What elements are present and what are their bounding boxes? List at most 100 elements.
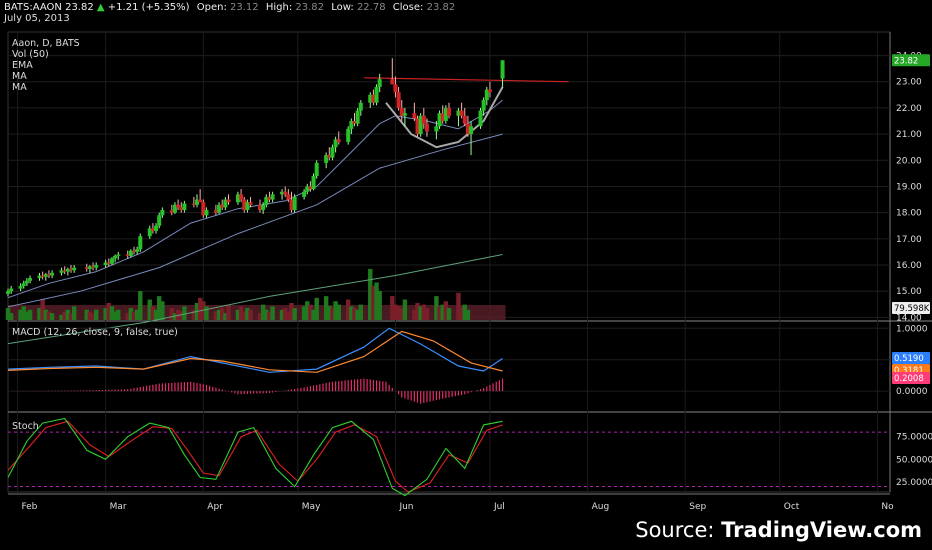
source-prefix: Source: xyxy=(635,518,722,542)
candle-body xyxy=(402,113,407,116)
candle-body xyxy=(481,100,486,111)
candle-body xyxy=(447,107,451,116)
plot-frame xyxy=(7,31,891,493)
candle-body xyxy=(336,139,341,142)
volume-bar xyxy=(440,304,445,320)
change-value: +1.21 (+5.35%) xyxy=(107,2,190,13)
volume-bar xyxy=(197,297,203,320)
candle-body xyxy=(132,250,136,252)
volume-bar xyxy=(223,313,228,320)
candle-body xyxy=(280,191,285,195)
macd-series-line xyxy=(7,330,503,373)
candle-body xyxy=(179,207,184,211)
symbol-label: BATS:AAON xyxy=(4,2,62,13)
open-label: Open: xyxy=(196,2,227,13)
macd-tick-label: 1.0000 xyxy=(896,324,928,334)
volume-bar xyxy=(172,313,178,320)
price-tick-label: 16.00 xyxy=(896,261,922,271)
volume-bar xyxy=(393,304,398,320)
candle-body xyxy=(21,283,26,286)
volume-bar xyxy=(49,313,55,320)
candle-body xyxy=(355,110,360,124)
close-label: Close: xyxy=(392,2,424,13)
close-value: 23.82 xyxy=(426,2,456,13)
candle-body xyxy=(84,267,89,269)
candle-body xyxy=(258,204,262,211)
candle-body xyxy=(154,225,159,231)
candle-body xyxy=(248,202,253,205)
price-tick-label: 19.00 xyxy=(896,182,922,192)
stoch-tick-label: 50.0000 xyxy=(896,455,932,465)
candle-body xyxy=(283,191,288,195)
volume-bar xyxy=(147,299,152,320)
candle-body xyxy=(270,194,275,200)
candle-body xyxy=(469,126,474,135)
candle-body xyxy=(418,115,423,135)
volume-bar xyxy=(330,308,335,320)
volume-bar xyxy=(245,308,250,320)
time-tick-label: Jun xyxy=(398,502,413,512)
ma-mid-line xyxy=(7,133,503,308)
price-tick-label: 15.00 xyxy=(896,287,922,297)
candle-body xyxy=(9,288,14,292)
volume-bar xyxy=(260,304,266,320)
volume-bar xyxy=(358,304,363,320)
price-legend-item: MA xyxy=(12,82,27,93)
volume-bar xyxy=(37,308,42,320)
volume-bar xyxy=(40,299,45,320)
candle-body xyxy=(6,291,10,294)
candle-body xyxy=(352,121,357,124)
volume-bar xyxy=(157,296,162,320)
date-label: July 05, 2013 xyxy=(4,13,70,24)
candle-body xyxy=(368,94,373,103)
candle-body xyxy=(424,123,429,132)
volume-bar xyxy=(443,301,449,320)
volume-bar xyxy=(437,306,442,320)
time-tick-label: No xyxy=(881,502,894,512)
volume-bar xyxy=(226,304,231,320)
time-tick-label: Mar xyxy=(110,502,127,512)
candle-body xyxy=(72,267,77,271)
volume-bar xyxy=(116,309,121,320)
volume-bar xyxy=(24,311,30,320)
candle-body xyxy=(213,210,218,213)
volume-bar xyxy=(90,313,96,320)
volume-bar xyxy=(456,292,461,320)
candle-body xyxy=(182,203,187,211)
candle-body xyxy=(87,266,92,269)
header-bar: BATS:AAON 23.82 ▲ +1.21 (+5.35%) Open: 2… xyxy=(4,2,455,13)
high-value: 23.82 xyxy=(295,2,325,13)
volume-bar xyxy=(327,306,332,320)
candle-body xyxy=(264,196,269,205)
candle-body xyxy=(443,107,448,122)
stoch-title: Stoch xyxy=(12,421,39,432)
candle-body xyxy=(242,199,247,211)
volume-bar xyxy=(160,301,165,320)
candle-body xyxy=(116,254,121,256)
volume-bar xyxy=(220,308,225,320)
candle-body xyxy=(176,204,181,208)
open-value: 23.12 xyxy=(230,2,259,13)
volume-bar xyxy=(169,308,174,320)
candle-body xyxy=(91,266,96,268)
candle-body xyxy=(239,194,244,200)
candle-body xyxy=(412,113,417,119)
candle-body xyxy=(103,262,108,266)
price-tick-label: 20.00 xyxy=(896,156,922,166)
volume-bar xyxy=(134,309,140,320)
volume-bar xyxy=(46,311,52,320)
candle-body xyxy=(65,268,70,272)
volume-bar xyxy=(27,309,33,320)
candle-body xyxy=(399,107,404,116)
volume-bar xyxy=(267,311,272,320)
price-legend-item: Aaon, D, BATS xyxy=(12,38,80,49)
time-tick-label: Feb xyxy=(21,502,37,512)
candle-body xyxy=(62,270,67,272)
ema-line xyxy=(7,99,503,299)
volume-bar xyxy=(349,306,354,320)
volume-bar xyxy=(402,299,408,320)
volume-bar xyxy=(150,306,156,320)
last-price-badge: 23.82 xyxy=(894,56,918,66)
candle-body xyxy=(50,272,55,276)
